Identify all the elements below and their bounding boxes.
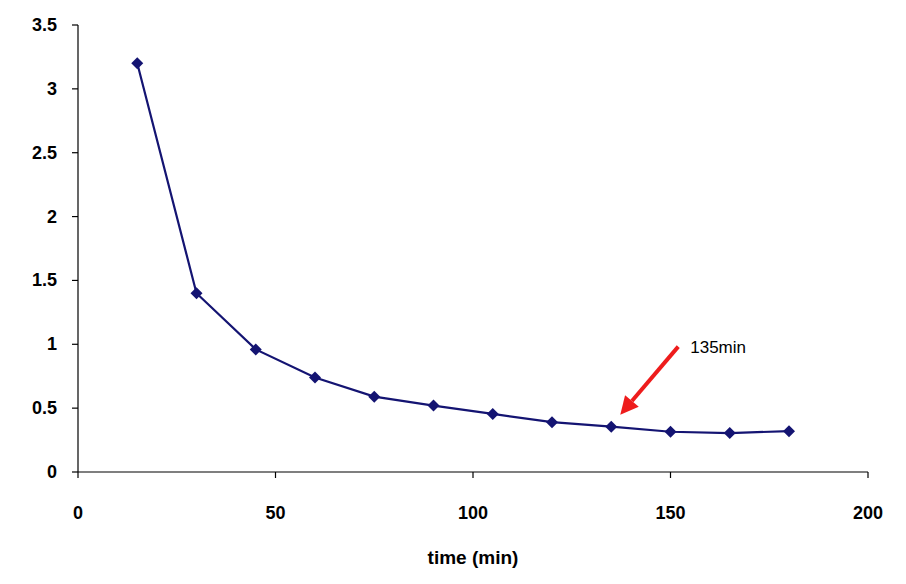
y-axis-line [77, 25, 78, 472]
x-tick [867, 472, 868, 478]
data-point [428, 400, 440, 412]
data-point [131, 57, 143, 69]
y-tick [72, 216, 78, 217]
x-tick-label: 200 [853, 503, 883, 523]
y-tick-label: 1.5 [32, 270, 57, 290]
annotation-arrowhead [620, 395, 639, 415]
data-point [605, 421, 617, 433]
data-point [309, 371, 321, 383]
x-tick [275, 472, 276, 478]
annotation-text: 135min [690, 338, 746, 357]
y-tick-label: 3 [47, 79, 57, 99]
x-tick-label: 100 [458, 503, 488, 523]
y-tick-label: 0 [47, 462, 57, 482]
y-tick-label: 0.5 [32, 398, 57, 418]
y-tick [72, 88, 78, 89]
x-axis-title: time (min) [428, 547, 519, 568]
x-tick-label: 50 [265, 503, 285, 523]
data-point [724, 427, 736, 439]
x-tick [77, 472, 78, 478]
x-tick [472, 472, 473, 478]
data-point [368, 391, 380, 403]
y-tick-label: 1 [47, 334, 57, 354]
x-tick-label: 150 [655, 503, 685, 523]
data-point [487, 408, 499, 420]
y-tick [72, 280, 78, 281]
chart-svg: 0 0.5 1 1.5 2 2.5 3 3.5 0 50 100 150 200 time (min) 13… [0, 0, 906, 584]
data-point [191, 287, 203, 299]
y-tick-label: 2.5 [32, 143, 57, 163]
y-tick-label: 3.5 [32, 15, 57, 35]
annotation-arrow [632, 347, 678, 401]
data-point [665, 426, 677, 438]
data-point [783, 425, 795, 437]
y-tick [72, 408, 78, 409]
x-tick [670, 472, 671, 478]
y-tick [72, 471, 78, 472]
data-point [250, 343, 262, 355]
y-tick [72, 152, 78, 153]
chart-container: 0 0.5 1 1.5 2 2.5 3 3.5 0 50 100 150 200 time (min) 13… [0, 0, 906, 584]
y-tick [72, 344, 78, 345]
data-point [546, 416, 558, 428]
plot-area [131, 57, 795, 439]
x-tick-label: 0 [73, 503, 83, 523]
y-tick-label: 2 [47, 207, 57, 227]
series-line [137, 63, 789, 433]
y-tick [72, 24, 78, 25]
